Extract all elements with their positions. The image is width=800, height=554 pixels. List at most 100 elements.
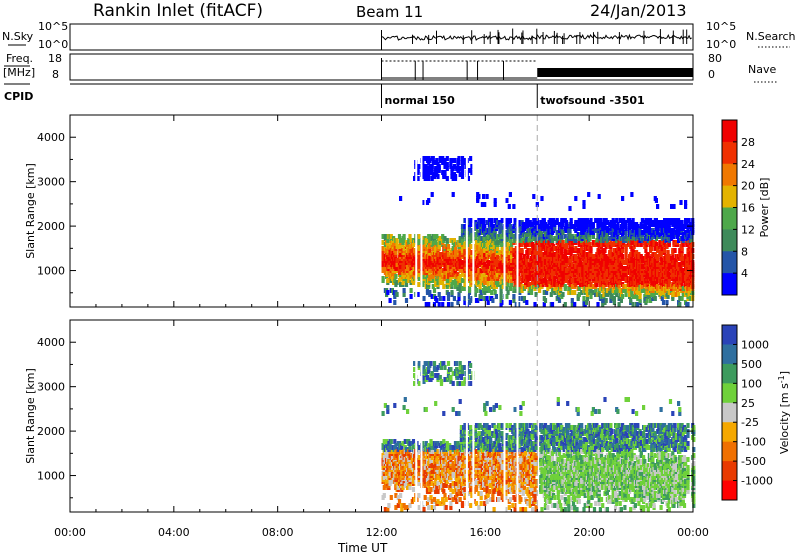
heatmap-cell xyxy=(564,278,569,283)
heatmap-cell xyxy=(561,240,565,245)
heatmap-cell xyxy=(570,240,574,245)
colorbar-tick-label: 20 xyxy=(741,180,755,193)
heatmap-cell xyxy=(438,236,442,241)
heatmap-cell xyxy=(427,174,431,179)
heatmap-cell xyxy=(505,294,509,299)
heatmap-cell xyxy=(670,204,674,209)
heatmap-cell xyxy=(395,244,399,249)
heatmap-cell xyxy=(531,222,535,227)
heatmap-cell xyxy=(570,278,574,283)
heatmap-cell xyxy=(422,296,426,301)
heatmap-cell xyxy=(570,224,574,229)
date-title: 24/Jan/2013 xyxy=(590,1,687,20)
heatmap-cell xyxy=(670,236,674,241)
data-gap xyxy=(465,115,468,307)
heatmap-cell xyxy=(587,192,591,197)
heatmap-cell xyxy=(640,224,644,229)
heatmap-cell xyxy=(395,262,399,267)
heatmap-cell xyxy=(460,278,465,283)
heatmap-cell xyxy=(667,254,671,259)
heatmap-cell xyxy=(611,228,615,233)
heatmap-cell xyxy=(446,252,451,257)
heatmap-cell xyxy=(483,256,487,261)
heatmap-cell xyxy=(528,282,532,287)
heatmap-cell xyxy=(499,222,503,227)
heatmap-cell xyxy=(639,242,643,247)
heatmap-cell xyxy=(612,248,616,253)
heatmap-cell xyxy=(456,164,460,169)
heatmap-cell xyxy=(553,280,557,285)
heatmap-cell xyxy=(460,238,465,243)
heatmap-cell xyxy=(570,262,574,267)
heatmap-cell xyxy=(660,250,664,255)
heatmap-cell xyxy=(486,300,490,305)
heatmap-cell xyxy=(432,302,437,307)
heatmap-cell xyxy=(533,302,537,307)
heatmap-cell xyxy=(453,246,458,251)
heatmap-cell xyxy=(647,222,651,227)
heatmap-cell xyxy=(624,234,628,239)
heatmap-cell xyxy=(393,278,397,283)
heatmap-cell xyxy=(631,236,635,241)
heatmap-cell xyxy=(574,278,578,283)
heatmap-cell xyxy=(661,300,666,305)
heatmap-cell xyxy=(560,234,564,239)
heatmap-cell xyxy=(553,246,557,251)
heatmap-cell xyxy=(408,234,412,239)
heatmap-cell xyxy=(517,272,521,277)
y-tick-label: 3000 xyxy=(37,176,65,189)
heatmap-cell xyxy=(452,158,456,163)
heatmap-cell xyxy=(458,236,462,241)
heatmap-cell xyxy=(672,228,676,233)
heatmap-cell xyxy=(483,272,487,277)
heatmap-cell xyxy=(524,284,528,289)
heatmap-cell xyxy=(536,284,541,289)
heatmap-cell xyxy=(435,158,439,163)
freq-tick-bottom: 8 xyxy=(52,68,59,81)
heatmap-cell xyxy=(470,228,474,233)
heatmap-cell xyxy=(616,234,620,239)
heatmap-cell xyxy=(436,174,440,179)
heatmap-cell xyxy=(428,290,432,295)
heatmap-cell xyxy=(540,232,544,237)
heatmap-cell xyxy=(591,234,595,239)
heatmap-cell xyxy=(417,246,421,251)
freq-unit: [MHz] xyxy=(3,66,35,79)
heatmap-cell xyxy=(394,274,398,279)
heatmap-cell xyxy=(430,164,434,169)
heatmap-cell xyxy=(510,282,514,287)
nsearch-label: N.Search xyxy=(746,30,796,43)
heatmap-cell xyxy=(407,278,411,283)
heatmap-cell xyxy=(428,260,432,265)
heatmap-cell xyxy=(427,302,431,307)
heatmap-cell xyxy=(500,218,504,223)
heatmap-cell xyxy=(632,222,636,227)
heatmap-cell xyxy=(596,302,600,307)
heatmap-cell xyxy=(603,272,607,277)
heatmap-cell xyxy=(395,258,399,263)
heatmap-cell xyxy=(470,164,474,169)
heatmap-cell xyxy=(485,296,489,301)
heatmap-cell xyxy=(618,288,622,293)
heatmap-cell xyxy=(672,204,676,209)
heatmap-cell xyxy=(483,242,487,247)
heatmap-cell xyxy=(388,298,392,303)
heatmap-cell xyxy=(646,252,650,257)
heatmap-cell xyxy=(428,164,432,169)
heatmap-cell xyxy=(624,260,628,265)
heatmap-cell xyxy=(582,250,586,255)
heatmap-cell xyxy=(394,443,398,448)
heatmap-cell xyxy=(591,290,595,295)
heatmap-cell xyxy=(685,222,689,227)
heatmap-cell xyxy=(409,294,413,299)
heatmap-cell xyxy=(394,250,398,255)
heatmap-cell xyxy=(646,218,650,223)
heatmap-cell xyxy=(622,276,626,281)
heatmap-cell xyxy=(458,274,462,279)
heatmap-cell xyxy=(413,176,417,181)
heatmap-cell xyxy=(494,294,498,299)
heatmap-cell xyxy=(689,234,694,239)
heatmap-cell xyxy=(393,403,397,408)
heatmap-cell xyxy=(425,288,430,293)
heatmap-cell xyxy=(501,300,505,305)
